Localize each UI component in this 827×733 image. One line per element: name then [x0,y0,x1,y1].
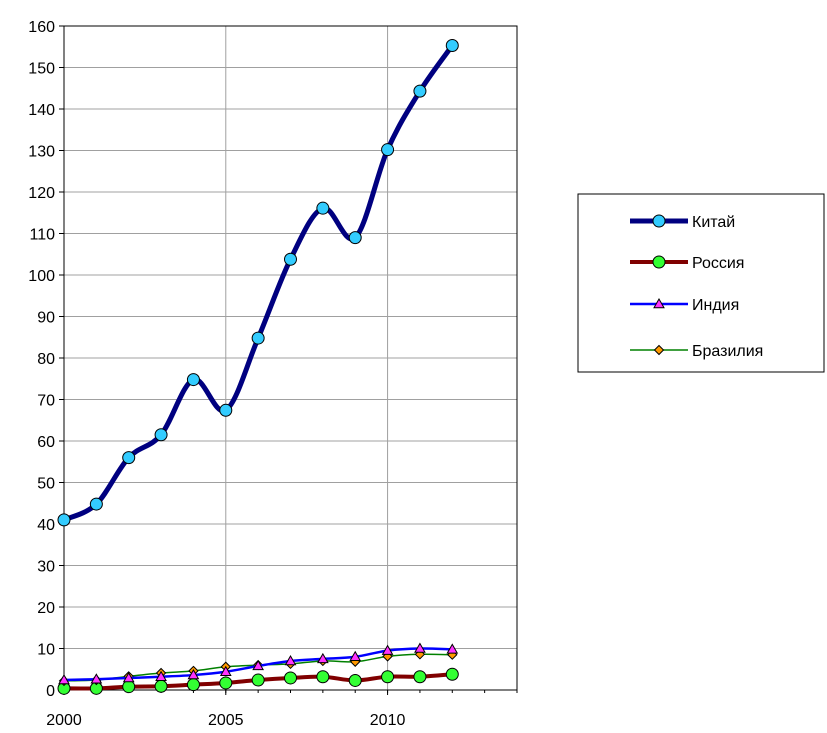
legend-box [577,193,825,373]
data-point [413,670,427,684]
data-point [413,84,427,98]
data-point [381,670,395,684]
data-point [445,667,459,681]
data-point [381,644,394,655]
data-point [316,201,330,215]
data-point [122,671,135,683]
legend-item: Россия [630,255,744,272]
data-point [251,331,265,345]
y-tick-label: 70 [37,393,55,410]
legend-label: Россия [692,255,744,272]
data-point [122,680,136,694]
y-tick-label: 20 [37,600,55,617]
series-group [57,39,459,695]
data-point [284,671,297,685]
x-axis: 2000 2005 2010 [46,690,518,729]
data-point [219,403,233,417]
data-point [57,513,71,527]
data-point [349,650,362,662]
legend: Китай Россия Индия Бразилия [577,193,825,373]
grid [64,25,517,691]
data-point [251,673,265,687]
data-point [414,642,426,653]
series-2 [58,642,459,685]
legend-marker [652,214,666,228]
series-1 [57,667,459,695]
data-point [446,643,459,654]
data-point [284,654,297,666]
data-point [122,451,136,465]
data-point [316,670,330,684]
y-tick-label: 80 [37,351,55,368]
y-tick-label: 0 [46,683,55,700]
y-tick-label: 160 [28,19,55,36]
x-tick-label: 2000 [46,712,82,729]
y-tick-label: 120 [28,185,55,202]
data-point [154,679,168,693]
legend-label: Китай [692,214,735,231]
legend-marker [652,255,666,269]
y-axis: 0 10 20 30 40 50 60 70 80 90 100 110 120 130 140 150 160 [28,19,64,700]
legend-label: Бразилия [692,343,763,360]
y-tick-label: 110 [29,227,55,244]
y-tick-label: 40 [37,517,55,534]
data-point [348,231,362,245]
y-tick-label: 30 [37,559,55,576]
data-point [154,428,168,442]
data-point [186,678,200,692]
legend-marker [653,297,665,309]
data-point [219,665,232,676]
x-tick-label: 2010 [370,712,406,729]
data-point [316,652,329,664]
data-point [252,659,265,671]
y-tick-label: 50 [37,476,55,493]
y-tick-label: 150 [28,61,55,78]
series-line [62,44,455,523]
y-tick-label: 130 [28,144,55,161]
data-point [90,673,103,684]
data-point [219,676,233,690]
data-point [284,252,297,266]
data-point [186,373,200,387]
data-point [445,39,459,53]
data-point [348,673,362,687]
legend-marker [653,344,665,356]
y-tick-label: 90 [37,310,55,327]
y-tick-label: 100 [28,268,55,285]
series-0 [57,39,459,527]
data-point [89,497,103,511]
y-tick-label: 60 [37,434,55,451]
y-tick-label: 140 [28,102,55,119]
legend-item: Индия [630,297,739,314]
data-point [155,670,167,681]
legend-item: Китай [630,214,735,231]
data-point [381,143,395,157]
legend-item: Бразилия [630,343,763,360]
x-tick-label: 2005 [208,712,244,729]
y-tick-label: 10 [37,642,55,659]
data-point [187,669,200,680]
legend-label: Индия [692,297,739,314]
data-point [58,674,70,685]
